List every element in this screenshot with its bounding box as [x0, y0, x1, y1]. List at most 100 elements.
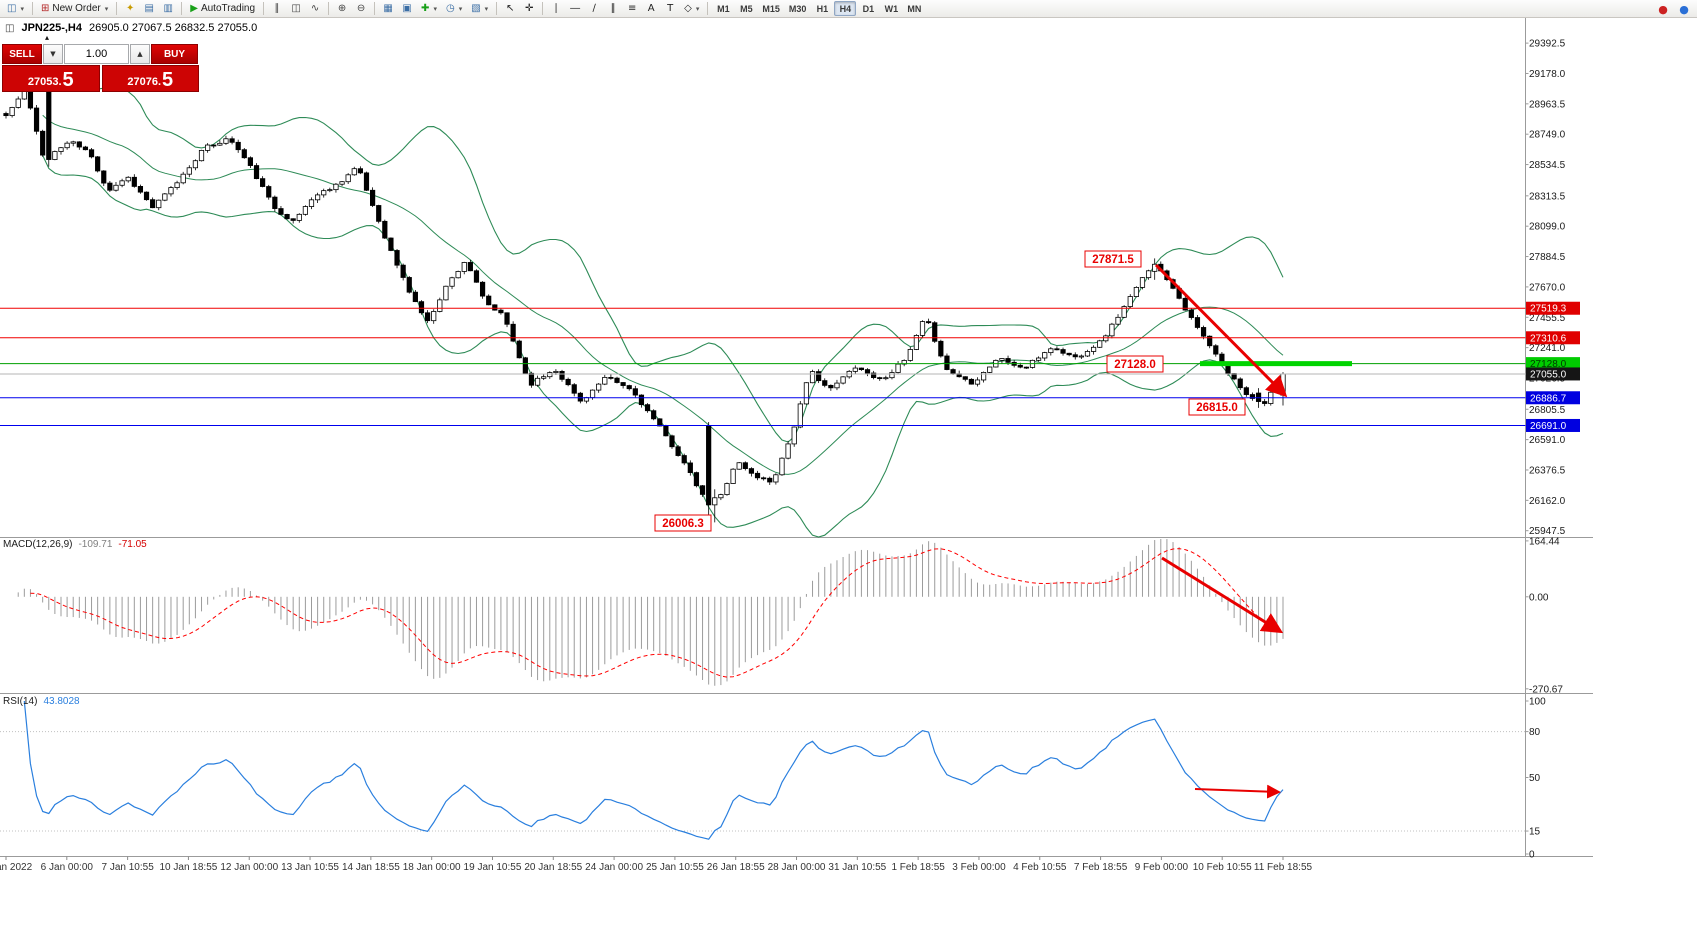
rsi-value: 43.8028 [43, 696, 80, 707]
timeframe-M30[interactable]: M30 [788, 3, 807, 14]
buy-button[interactable]: BUY [151, 44, 198, 64]
candle [192, 160, 199, 169]
buy-price-button[interactable]: 27076. 5 [101, 65, 199, 92]
candle [510, 323, 516, 342]
candle [614, 377, 620, 383]
price-annotation-box[interactable] [1106, 355, 1164, 373]
timeframe-M1[interactable]: M1 [717, 3, 730, 14]
candle [657, 418, 663, 427]
timeframe-MN[interactable]: MN [907, 3, 922, 14]
candle [1127, 296, 1133, 307]
candle [486, 295, 492, 306]
price-annotation-box[interactable] [654, 514, 712, 532]
candle [3, 113, 9, 117]
timeframe-H4[interactable]: H4 [834, 1, 857, 16]
market-watch-icon[interactable]: ▤ [140, 1, 158, 16]
bar-chart-icon[interactable]: ∥ [268, 1, 286, 16]
community-icon[interactable]: ● [1675, 2, 1693, 17]
price-annotation-box[interactable] [1084, 250, 1142, 268]
volume-decrease-button[interactable]: ▼ [43, 44, 63, 64]
trend-arrow[interactable] [1154, 263, 1288, 398]
vertical-line-icon[interactable]: ∣ [547, 1, 565, 16]
timeframe-M15[interactable]: M15 [762, 3, 780, 14]
toolbar-separator [181, 2, 183, 15]
bid-price-tag-text: 27055.0 [1530, 369, 1567, 380]
candle [33, 107, 40, 132]
trend-arrow[interactable] [1194, 784, 1281, 799]
candle [877, 377, 883, 380]
time-axis-label: 26 Jan 18:55 [707, 862, 765, 873]
candle [339, 181, 345, 185]
timeframe-W1[interactable]: W1 [884, 3, 899, 14]
label-icon[interactable]: T [661, 1, 679, 16]
bid-price-tag [1526, 367, 1580, 381]
sell-price-button[interactable]: 27053. 5 [2, 65, 100, 92]
candle [791, 426, 797, 445]
rsi-axis-label: 50 [1529, 773, 1541, 784]
dropdown-caret-icon: ▾ [20, 4, 24, 13]
crosshair-icon[interactable]: ✛ [520, 1, 538, 16]
sell-button[interactable]: SELL [2, 44, 42, 64]
candle [388, 237, 394, 251]
auto-arrange-icon[interactable]: ▣ [398, 1, 416, 16]
horizontal-line-icon[interactable]: ― [566, 1, 584, 16]
candle [589, 389, 596, 398]
candle [504, 312, 510, 325]
record-icon[interactable]: ● [1654, 2, 1672, 17]
candle [571, 384, 577, 394]
channel-icon[interactable]: ∥ [604, 1, 622, 16]
templates-icon[interactable]: ▧ ▾ [467, 1, 492, 16]
candle [785, 443, 791, 459]
zoom-in-icon[interactable]: ⊕ [333, 1, 351, 16]
cursor-icon[interactable]: ↖ [501, 1, 519, 16]
time-axis-label: 20 Jan 18:55 [524, 862, 582, 873]
fibonacci-icon[interactable]: ≡ [623, 1, 641, 16]
candle [498, 309, 504, 314]
macd-axis-label: 0.00 [1529, 592, 1549, 603]
chart-canvas[interactable]: 29392.5 29178.0 28963.5 28749.0 28534.5 28313… [0, 18, 1593, 880]
candle [198, 149, 205, 162]
new-order-button[interactable]: ⊞ New Order ▾ [37, 1, 112, 16]
rsi-line [23, 700, 1284, 840]
timeframe-M5[interactable]: M5 [740, 3, 753, 14]
trendline-icon[interactable]: ∕ [585, 1, 603, 16]
candle [321, 190, 327, 196]
indicators-icon[interactable]: ✚ ▾ [417, 1, 441, 16]
candlestick-chart-icon[interactable]: ◫ [287, 1, 305, 16]
candle [351, 168, 357, 176]
macd-signal-line [30, 548, 1284, 678]
time-axis-label: 31 Jan 10:55 [828, 862, 886, 873]
candle [638, 394, 645, 406]
timeframe-D1[interactable]: D1 [862, 3, 875, 14]
volume-increase-button[interactable]: ▲ [130, 44, 150, 64]
bollinger-middle-band [42, 114, 1284, 475]
macd-axis-label: -270.67 [1529, 684, 1563, 695]
periods-icon[interactable]: ◷ ▾ [442, 1, 466, 16]
candle [205, 144, 211, 151]
zoom-out-icon[interactable]: ⊖ [352, 1, 370, 16]
data-window-icon: ▥ [163, 2, 173, 14]
candle [541, 376, 547, 379]
candle [473, 270, 480, 283]
candle [479, 281, 486, 297]
price-annotation-box[interactable] [1188, 398, 1246, 416]
text-icon[interactable]: A [642, 1, 660, 16]
arrows-icon[interactable]: ◇ ▾ [680, 1, 703, 16]
sell-price-main: 27053. [27, 75, 62, 88]
autotrading-button[interactable]: ▶ AutoTrading [186, 1, 259, 16]
chart-symbol-icon: ◫ [5, 22, 15, 34]
one-click-collapse-icon[interactable]: ▴ [45, 33, 50, 42]
timeframe-H1[interactable]: H1 [816, 3, 829, 14]
channel-icon: ∥ [610, 2, 616, 14]
data-window-icon[interactable]: ▥ [159, 1, 177, 16]
dropdown-caret-icon: ▾ [104, 4, 109, 13]
chart-window-icon[interactable]: ◫ ▾ [3, 1, 28, 16]
line-chart-icon[interactable]: ∿ [306, 1, 324, 16]
tile-windows-icon[interactable]: ▦ [379, 1, 397, 16]
metaeditor-icon[interactable]: ✦ [121, 1, 139, 16]
candle [675, 446, 681, 456]
candle [681, 455, 687, 464]
time-axis-label: 12 Jan 00:00 [220, 862, 278, 873]
volume-input[interactable] [64, 44, 129, 64]
trend-arrow[interactable] [1161, 556, 1284, 634]
